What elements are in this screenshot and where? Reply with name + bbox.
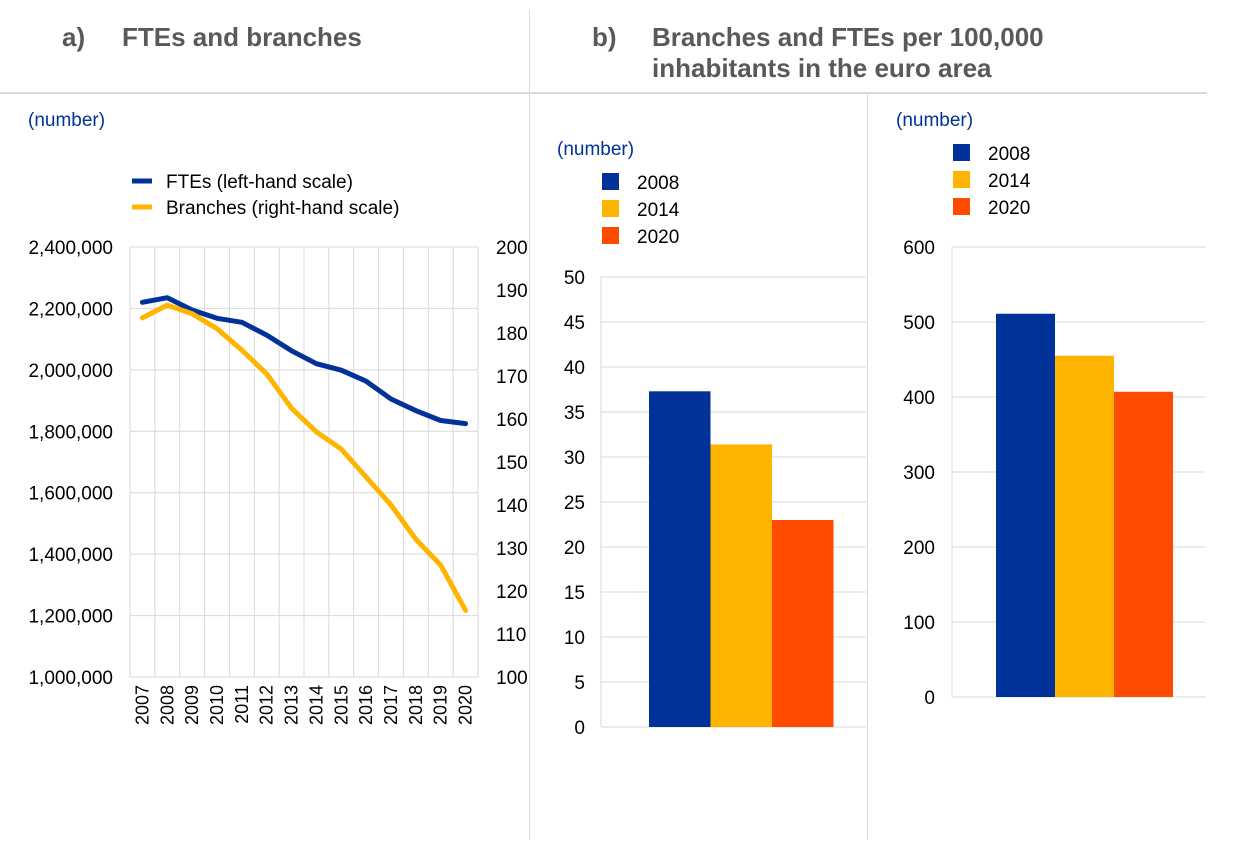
y-right-tick-label: 190 bbox=[496, 281, 528, 302]
subpanel-divider bbox=[867, 94, 868, 840]
y-right-tick-label: 160 bbox=[496, 410, 528, 431]
bar-2020 bbox=[1114, 391, 1173, 697]
bar-2008 bbox=[996, 313, 1055, 697]
y-left-tick-label: 1,000,000 bbox=[28, 668, 113, 689]
y-left-tick-label: 2,000,000 bbox=[28, 361, 113, 382]
legend-label: FTEs (left-hand scale) bbox=[166, 172, 353, 193]
panel-a-title: FTEs and branches bbox=[122, 22, 362, 52]
y-tick-label: 200 bbox=[903, 538, 935, 559]
x-tick-label: 2008 bbox=[157, 685, 177, 725]
x-tick-label: 2007 bbox=[132, 685, 152, 725]
y-right-tick-label: 180 bbox=[496, 324, 528, 345]
y-right-tick-label: 200 bbox=[496, 238, 528, 259]
panel-b-title-line1: Branches and FTEs per 100,000 bbox=[652, 22, 1044, 52]
y-right-tick-label: 130 bbox=[496, 539, 528, 560]
series-line-branches bbox=[139, 302, 469, 613]
y-tick-label: 40 bbox=[564, 358, 585, 379]
y-tick-label: 20 bbox=[564, 538, 585, 559]
legend-label: 2020 bbox=[637, 227, 679, 248]
panel-a-letter: a) bbox=[62, 22, 86, 52]
bar-2020 bbox=[772, 520, 834, 727]
y-tick-label: 500 bbox=[903, 313, 935, 334]
panel-divider bbox=[529, 10, 530, 840]
legend-swatch-2008 bbox=[953, 144, 970, 161]
legend-label: 2020 bbox=[988, 198, 1030, 219]
legend-swatch-2014 bbox=[602, 200, 619, 217]
chart-fte-branches: 2,400,000 2,200,000 2,000,000 1,800,000 1,60… bbox=[28, 172, 528, 725]
y-left-tick-label: 2,200,000 bbox=[28, 299, 113, 320]
y-tick-label: 0 bbox=[924, 688, 935, 709]
panel-b-letter: b) bbox=[592, 22, 617, 52]
y-tick-label: 15 bbox=[564, 583, 585, 604]
bar-2014 bbox=[710, 444, 772, 727]
y-tick-label: 30 bbox=[564, 448, 585, 469]
x-tick-label: 2017 bbox=[381, 685, 401, 725]
panel-b-left-unit-label: (number) bbox=[557, 139, 635, 160]
x-tick-label: 2012 bbox=[257, 685, 277, 725]
legend-label: Branches (right-hand scale) bbox=[166, 198, 399, 219]
legend-label: 2008 bbox=[637, 173, 679, 194]
header-divider bbox=[0, 92, 1207, 94]
x-tick-label: 2015 bbox=[331, 685, 351, 725]
panel-a-unit-label: (number) bbox=[28, 110, 106, 131]
x-tick-label: 2020 bbox=[456, 685, 476, 725]
y-left-tick-label: 1,600,000 bbox=[28, 484, 113, 505]
y-right-tick-label: 170 bbox=[496, 367, 528, 388]
series-line-ftes bbox=[139, 295, 469, 427]
y-tick-label: 25 bbox=[564, 493, 585, 514]
legend-swatch-2020 bbox=[602, 227, 619, 244]
y-left-tick-label: 1,200,000 bbox=[28, 607, 113, 628]
x-tick-label: 2018 bbox=[406, 685, 426, 725]
y-right-tick-label: 120 bbox=[496, 582, 528, 603]
y-left-tick-label: 1,800,000 bbox=[28, 422, 113, 443]
x-tick-label: 2010 bbox=[207, 685, 227, 725]
x-tick-label: 2011 bbox=[232, 685, 252, 724]
x-tick-label: 2014 bbox=[306, 685, 326, 725]
y-tick-label: 600 bbox=[903, 238, 935, 259]
y-tick-label: 100 bbox=[903, 613, 935, 634]
y-tick-label: 0 bbox=[574, 718, 585, 739]
x-tick-label: 2009 bbox=[182, 685, 202, 725]
legend-swatch-2020 bbox=[953, 198, 970, 215]
legend-label: 2014 bbox=[988, 171, 1031, 192]
y-right-tick-label: 140 bbox=[496, 496, 528, 517]
y-tick-label: 10 bbox=[564, 628, 585, 649]
y-right-tick-label: 110 bbox=[496, 625, 526, 646]
y-right-tick-label: 150 bbox=[496, 453, 528, 474]
bar-2014 bbox=[1055, 355, 1114, 697]
bar-2008 bbox=[649, 391, 711, 727]
x-tick-label: 2016 bbox=[356, 685, 376, 725]
x-tick-label: 2013 bbox=[282, 685, 302, 725]
panel-b-title-line2: inhabitants in the euro area bbox=[652, 53, 992, 83]
y-tick-label: 300 bbox=[903, 463, 935, 484]
y-tick-label: 35 bbox=[564, 403, 585, 424]
y-right-tick-label: 100 bbox=[496, 668, 528, 689]
y-tick-label: 50 bbox=[564, 268, 585, 289]
legend-label: 2014 bbox=[637, 200, 680, 221]
legend-label: 2008 bbox=[988, 144, 1030, 165]
y-tick-label: 45 bbox=[564, 313, 585, 334]
y-left-tick-label: 2,400,000 bbox=[28, 238, 113, 259]
y-tick-label: 5 bbox=[574, 673, 585, 694]
panel-b-right-unit-label: (number) bbox=[896, 110, 974, 131]
x-tick-label: 2019 bbox=[431, 685, 451, 725]
y-left-tick-label: 1,400,000 bbox=[28, 545, 113, 566]
y-tick-label: 400 bbox=[903, 388, 935, 409]
legend-swatch-2014 bbox=[953, 171, 970, 188]
chart-ftes-per-100k: 600 500 400 300 200 100 0 2008 2014 2020 bbox=[903, 144, 1205, 709]
legend-swatch-2008 bbox=[602, 173, 619, 190]
